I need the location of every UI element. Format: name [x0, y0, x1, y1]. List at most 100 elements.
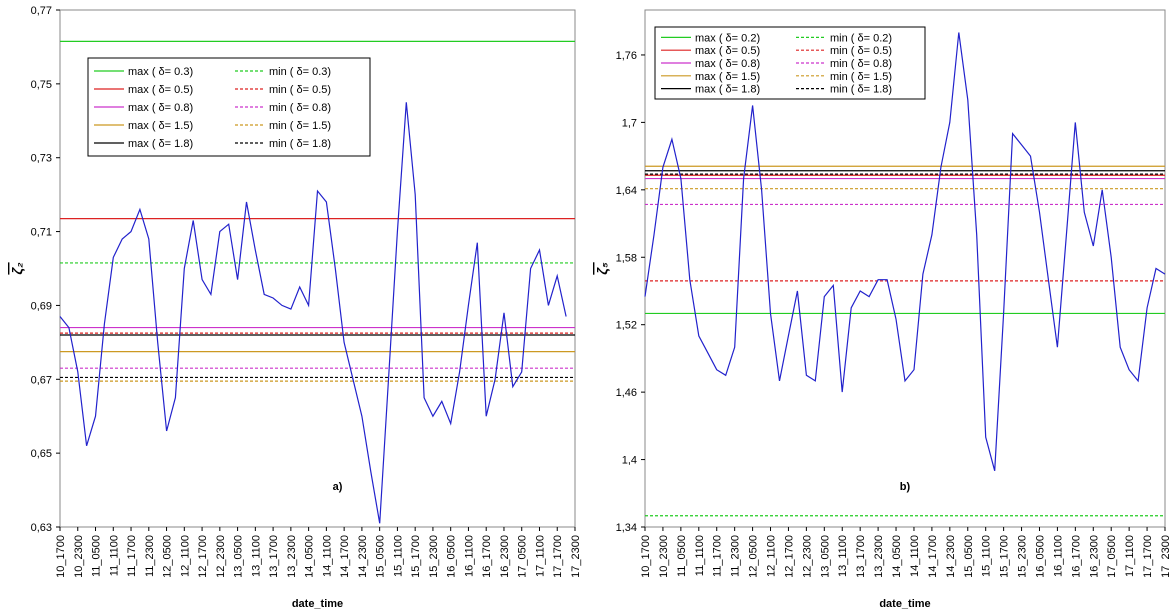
x-tick-label: 13_1700	[855, 535, 867, 578]
x-tick-label: 12_0500	[162, 535, 174, 578]
y-tick-label: 1,46	[616, 387, 637, 399]
x-tick-label: 15_1700	[410, 535, 422, 578]
y-axis-label: ζ₅	[594, 262, 610, 275]
legend-label: max ( δ= 1.8)	[695, 84, 760, 96]
x-tick-label: 10_2300	[73, 535, 85, 578]
data-line	[59, 102, 567, 524]
x-tick-label: 14_2300	[945, 535, 957, 578]
x-tick-label: 14_1100	[909, 535, 921, 577]
y-tick-label: 1,52	[616, 320, 637, 332]
x-tick-label: 13_1700	[268, 535, 280, 578]
x-tick-label: 15_1100	[392, 535, 404, 577]
y-axis-label: ζ₂	[9, 262, 25, 274]
legend-label: max ( δ= 0.5)	[695, 45, 760, 57]
x-axis-label: date_time	[292, 598, 343, 610]
legend-label: max ( δ= 0.5)	[128, 84, 193, 96]
y-tick-label: 0,67	[31, 374, 52, 386]
x-tick-label: 17_0500	[1106, 535, 1118, 578]
x-tick-label: 10_2300	[658, 535, 670, 578]
x-tick-label: 13_1100	[837, 535, 849, 577]
x-tick-label: 11_2300	[730, 535, 742, 577]
x-tick-label: 16_0500	[1034, 535, 1046, 578]
x-tick-label: 15_1100	[981, 535, 993, 577]
x-tick-label: 12_1100	[179, 535, 191, 577]
legend-label: min ( δ= 0.2)	[830, 32, 892, 44]
x-tick-label: 15_1700	[999, 535, 1011, 578]
x-tick-label: 15_2300	[428, 535, 440, 578]
x-tick-label: 15_0500	[963, 535, 975, 578]
x-tick-label: 11_2300	[144, 535, 156, 577]
x-tick-label: 16_0500	[446, 535, 458, 578]
legend-label: min ( δ= 0.5)	[269, 84, 331, 96]
legend-label: max ( δ= 1.5)	[695, 71, 760, 83]
x-tick-label: 11_0500	[91, 535, 103, 577]
y-tick-label: 0,63	[31, 522, 52, 534]
x-tick-label: 15_2300	[1017, 535, 1029, 578]
y-tick-label: 0,69	[31, 300, 52, 312]
x-tick-label: 13_2300	[286, 535, 298, 578]
x-tick-label: 11_1700	[712, 535, 724, 577]
x-tick-label: 11_1700	[126, 535, 138, 577]
x-tick-label: 14_1700	[339, 535, 351, 578]
x-tick-label: 14_0500	[891, 535, 903, 578]
legend-label: max ( δ= 0.3)	[128, 66, 193, 78]
x-tick-label: 12_0500	[748, 535, 760, 578]
x-tick-label: 17_2300	[1160, 535, 1169, 578]
x-tick-label: 17_1100	[1124, 535, 1136, 577]
x-tick-label: 12_2300	[801, 535, 813, 578]
x-tick-label: 14_1700	[927, 535, 939, 578]
x-tick-label: 16_1700	[481, 535, 493, 578]
y-tick-label: 1,64	[616, 185, 637, 197]
x-tick-label: 10_1700	[640, 535, 652, 578]
legend-label: max ( δ= 0.8)	[128, 102, 193, 114]
x-tick-label: 14_0500	[304, 535, 316, 578]
legend-label: max ( δ= 0.8)	[695, 58, 760, 70]
legend-label: max ( δ= 0.2)	[695, 32, 760, 44]
legend-label: min ( δ= 1.5)	[830, 71, 892, 83]
y-tick-label: 0,65	[31, 448, 52, 460]
legend-box	[87, 57, 371, 157]
x-tick-label: 13_2300	[873, 535, 885, 578]
legend-label: min ( δ= 0.5)	[830, 45, 892, 57]
x-tick-label: 12_2300	[215, 535, 227, 578]
x-tick-label: 16_2300	[1088, 535, 1100, 578]
x-tick-label: 16_2300	[499, 535, 511, 578]
legend-label: max ( δ= 1.8)	[128, 138, 193, 150]
x-tick-label: 17_1700	[552, 535, 564, 578]
y-tick-label: 1,4	[622, 455, 637, 467]
legend-label: min ( δ= 1.8)	[269, 138, 331, 150]
x-tick-label: 10_1700	[55, 535, 67, 578]
plot-area	[59, 9, 576, 528]
y-tick-label: 0,75	[31, 79, 52, 91]
y-tick-label: 0,73	[31, 153, 52, 165]
x-tick-label: 13_0500	[233, 535, 245, 578]
y-tick-label: 1,7	[622, 117, 637, 129]
x-tick-label: 17_1100	[534, 535, 546, 577]
legend-label: min ( δ= 1.8)	[830, 84, 892, 96]
x-tick-label: 13_0500	[819, 535, 831, 578]
x-tick-label: 17_2300	[570, 535, 582, 578]
legend-box	[654, 26, 926, 100]
plot-area	[644, 9, 1166, 528]
x-tick-label: 16_1700	[1070, 535, 1082, 578]
x-axis-label: date_time	[879, 598, 930, 610]
data-line	[644, 32, 1166, 471]
x-tick-label: 12_1100	[766, 535, 778, 577]
x-tick-label: 17_1700	[1142, 535, 1154, 578]
annotation: b)	[900, 481, 911, 493]
y-tick-label: 0,71	[31, 227, 52, 239]
y-tick-label: 1,76	[616, 50, 637, 62]
x-tick-label: 17_0500	[517, 535, 529, 578]
x-tick-label: 16_1100	[1052, 535, 1064, 577]
x-tick-label: 16_1100	[463, 535, 475, 577]
x-tick-label: 11_0500	[676, 535, 688, 577]
x-tick-label: 14_1100	[321, 535, 333, 577]
legend-label: min ( δ= 1.5)	[269, 120, 331, 132]
x-tick-label: 11_1100	[694, 535, 706, 576]
legend-label: min ( δ= 0.8)	[830, 58, 892, 70]
x-tick-label: 11_1100	[108, 535, 120, 576]
x-tick-label: 15_0500	[375, 535, 387, 578]
y-tick-label: 1,58	[616, 252, 637, 264]
y-tick-label: 0,77	[31, 5, 52, 17]
legend-label: min ( δ= 0.8)	[269, 102, 331, 114]
